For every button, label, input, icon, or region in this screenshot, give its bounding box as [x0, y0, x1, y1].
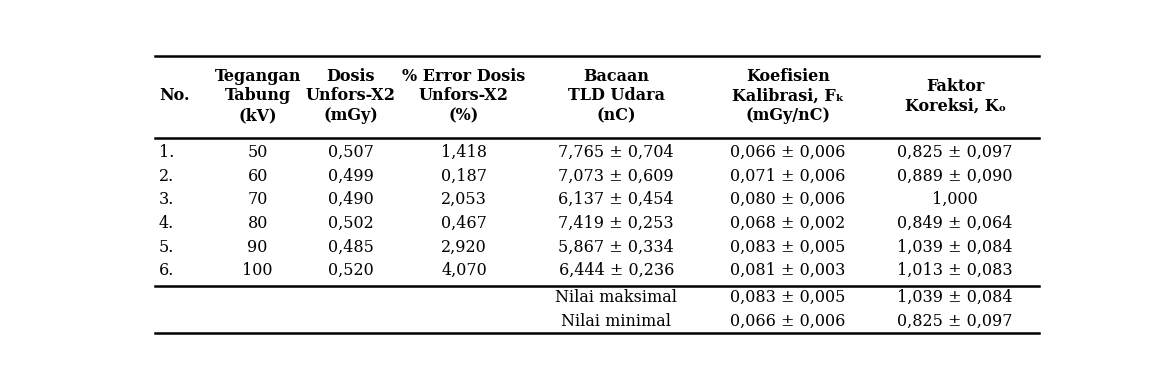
Text: No.: No.: [159, 87, 190, 104]
Text: 0,520: 0,520: [328, 262, 374, 279]
Text: 0,467: 0,467: [441, 215, 487, 232]
Text: 4,070: 4,070: [441, 262, 487, 279]
Text: 0,507: 0,507: [328, 144, 374, 161]
Text: % Error Dosis
Unfors-X2
(%): % Error Dosis Unfors-X2 (%): [403, 68, 526, 124]
Text: 0,083 ± 0,005: 0,083 ± 0,005: [730, 239, 846, 256]
Text: 2,920: 2,920: [441, 239, 487, 256]
Text: 0,499: 0,499: [328, 168, 374, 185]
Text: 90: 90: [248, 239, 268, 256]
Text: 0,068 ± 0,002: 0,068 ± 0,002: [731, 215, 846, 232]
Text: 1,039 ± 0,084: 1,039 ± 0,084: [897, 289, 1013, 306]
Text: 7,419 ± 0,253: 7,419 ± 0,253: [559, 215, 674, 232]
Text: 60: 60: [248, 168, 268, 185]
Text: 6,444 ± 0,236: 6,444 ± 0,236: [559, 262, 674, 279]
Text: 1,013 ± 0,083: 1,013 ± 0,083: [897, 262, 1013, 279]
Text: 4.: 4.: [159, 215, 175, 232]
Text: Faktor
Koreksi, Kₒ: Faktor Koreksi, Kₒ: [904, 78, 1006, 114]
Text: Dosis
Unfors-X2
(mGy): Dosis Unfors-X2 (mGy): [306, 68, 396, 124]
Text: 6.: 6.: [159, 262, 175, 279]
Text: Bacaan
TLD Udara
(nC): Bacaan TLD Udara (nC): [568, 68, 665, 124]
Text: Nilai minimal: Nilai minimal: [561, 313, 672, 329]
Text: 6,137 ± 0,454: 6,137 ± 0,454: [559, 191, 674, 208]
Text: 100: 100: [242, 262, 272, 279]
Text: 0,825 ± 0,097: 0,825 ± 0,097: [897, 144, 1013, 161]
Text: 5.: 5.: [159, 239, 175, 256]
Text: 0,490: 0,490: [328, 191, 374, 208]
Text: Tegangan
Tabung
(kV): Tegangan Tabung (kV): [214, 68, 301, 124]
Text: 0,071 ± 0,006: 0,071 ± 0,006: [730, 168, 846, 185]
Text: 0,485: 0,485: [328, 239, 374, 256]
Text: 0,889 ± 0,090: 0,889 ± 0,090: [897, 168, 1013, 185]
Text: 0,066 ± 0,006: 0,066 ± 0,006: [730, 144, 846, 161]
Text: 0,502: 0,502: [328, 215, 374, 232]
Text: 0,825 ± 0,097: 0,825 ± 0,097: [897, 313, 1013, 329]
Text: 2.: 2.: [159, 168, 175, 185]
Text: 0,849 ± 0,064: 0,849 ± 0,064: [897, 215, 1013, 232]
Text: 5,867 ± 0,334: 5,867 ± 0,334: [559, 239, 674, 256]
Text: 1,000: 1,000: [932, 191, 978, 208]
Text: 7,765 ± 0,704: 7,765 ± 0,704: [559, 144, 674, 161]
Text: 0,187: 0,187: [441, 168, 487, 185]
Text: 1,039 ± 0,084: 1,039 ± 0,084: [897, 239, 1013, 256]
Text: 80: 80: [248, 215, 268, 232]
Text: 0,081 ± 0,003: 0,081 ± 0,003: [730, 262, 846, 279]
Text: 7,073 ± 0,609: 7,073 ± 0,609: [559, 168, 674, 185]
Text: 50: 50: [248, 144, 268, 161]
Text: 1.: 1.: [159, 144, 175, 161]
Text: 70: 70: [248, 191, 268, 208]
Text: 0,083 ± 0,005: 0,083 ± 0,005: [730, 289, 846, 306]
Text: 3.: 3.: [159, 191, 175, 208]
Text: 0,080 ± 0,006: 0,080 ± 0,006: [731, 191, 846, 208]
Text: 1,418: 1,418: [441, 144, 487, 161]
Text: 2,053: 2,053: [441, 191, 487, 208]
Text: Koefisien
Kalibrasi, Fₖ
(mGy/nC): Koefisien Kalibrasi, Fₖ (mGy/nC): [732, 68, 844, 124]
Text: Nilai maksimal: Nilai maksimal: [555, 289, 677, 306]
Text: 0,066 ± 0,006: 0,066 ± 0,006: [730, 313, 846, 329]
